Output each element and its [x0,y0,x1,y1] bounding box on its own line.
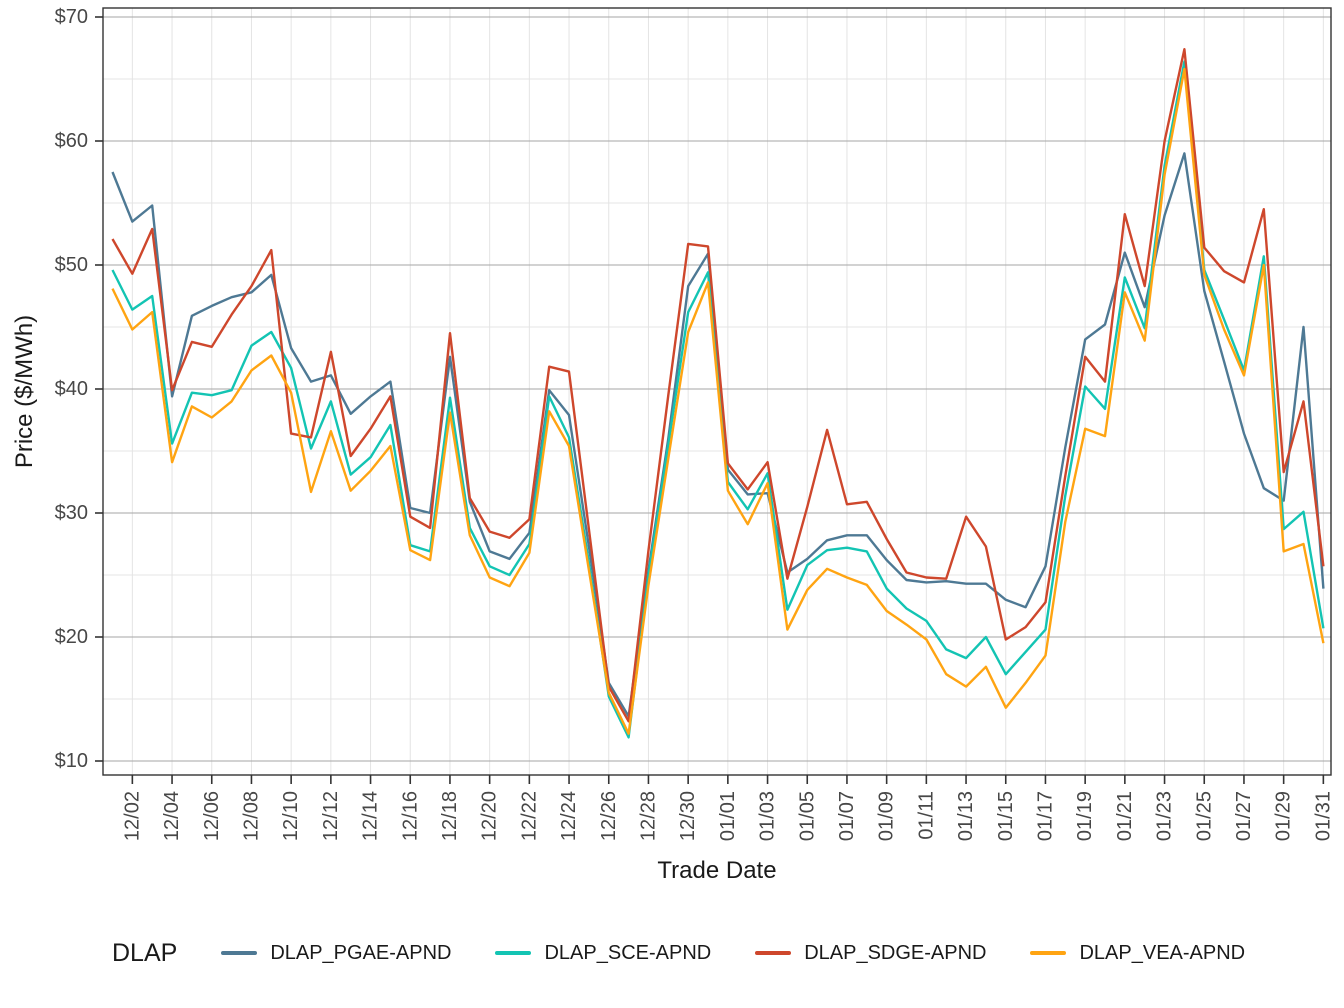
y-tick-label: $10 [55,750,88,772]
x-tick-label: 12/08 [240,791,262,841]
x-tick-label: 01/09 [876,791,898,841]
x-tick-label: 01/23 [1154,791,1176,841]
legend-label: DLAP_PGAE-APND [270,941,452,964]
x-axis-title: Trade Date [657,857,776,884]
x-tick-label: 01/11 [915,791,937,840]
panel-border [102,7,1332,776]
x-tick-label: 12/30 [677,791,699,841]
legend-item-DLAP_SDGE-APND: DLAP_SDGE-APND [755,942,986,965]
x-tick-label: 01/29 [1273,791,1295,841]
legend-title: DLAP [112,938,178,967]
legend-item-DLAP_VEA-APND: DLAP_VEA-APND [1030,942,1245,965]
x-tick-label: 12/10 [280,791,302,841]
y-axis-title: Price ($/MWh) [11,315,38,468]
legend-label: DLAP_SDGE-APND [804,941,987,964]
y-tick-label: $70 [55,6,88,28]
series-line-DLAP_SDGE-APND [111,48,1325,723]
legend-key-line [755,951,792,955]
legend-label: DLAP_SCE-APND [544,941,712,964]
x-tick-label: 01/17 [1034,791,1056,841]
x-tick-label: 12/28 [637,791,659,841]
major-gridlines [103,16,1331,762]
legend-item-DLAP_SCE-APND: DLAP_SCE-APND [495,942,711,965]
x-tick-label: 01/19 [1074,791,1096,841]
x-tick-label: 12/02 [121,791,143,841]
y-axis: $70 $60 $50 $40 $30 $20 $10 [55,6,103,772]
vertical-gridlines [131,8,1324,775]
x-tick-label: 12/16 [399,791,421,841]
x-tick-label: 12/22 [518,791,540,841]
x-tick-label: 01/21 [1114,791,1136,841]
x-tick-label: 01/07 [836,791,858,841]
legend-label: DLAP_VEA-APND [1079,941,1246,964]
x-tick-label: 01/27 [1233,791,1255,841]
legend-key-line [495,951,532,955]
x-axis: 12/02 12/04 12/06 12/08 12/10 12/12 12/14 12/16… [121,775,1334,841]
y-tick-label: $20 [55,626,88,648]
x-tick-label: 12/12 [320,791,342,841]
x-tick-label: 01/03 [757,791,779,841]
x-tick-label: 01/13 [955,791,977,841]
x-tick-label: 01/05 [796,791,818,841]
y-tick-label: $50 [55,254,88,276]
x-tick-label: 12/26 [598,791,620,841]
legend-item-DLAP_PGAE-APND: DLAP_PGAE-APND [221,942,451,965]
legend-key-line [1030,951,1067,955]
series-line-DLAP_VEA-APND [111,67,1325,735]
x-tick-label: 01/25 [1193,791,1215,841]
x-tick-label: 12/04 [161,791,183,841]
y-tick-label: $40 [55,378,88,400]
x-tick-label: 12/06 [201,791,223,841]
minor-gridlines [103,78,1331,700]
x-tick-label: 12/14 [360,791,382,841]
y-tick-label: $30 [55,502,88,524]
legend: DLAP DLAP_PGAE-APND DLAP_SCE-APND DLAP_SDG… [112,930,1332,976]
series-line-DLAP_SCE-APND [111,60,1325,739]
x-tick-label: 01/15 [995,791,1017,841]
y-tick-label: $60 [55,130,88,152]
x-tick-label: 01/01 [717,791,739,841]
x-tick-label: 01/31 [1312,791,1334,841]
x-tick-label: 12/24 [558,791,580,841]
legend-key-line [221,951,258,955]
x-tick-label: 12/18 [439,791,461,841]
x-tick-label: 12/20 [479,791,501,841]
